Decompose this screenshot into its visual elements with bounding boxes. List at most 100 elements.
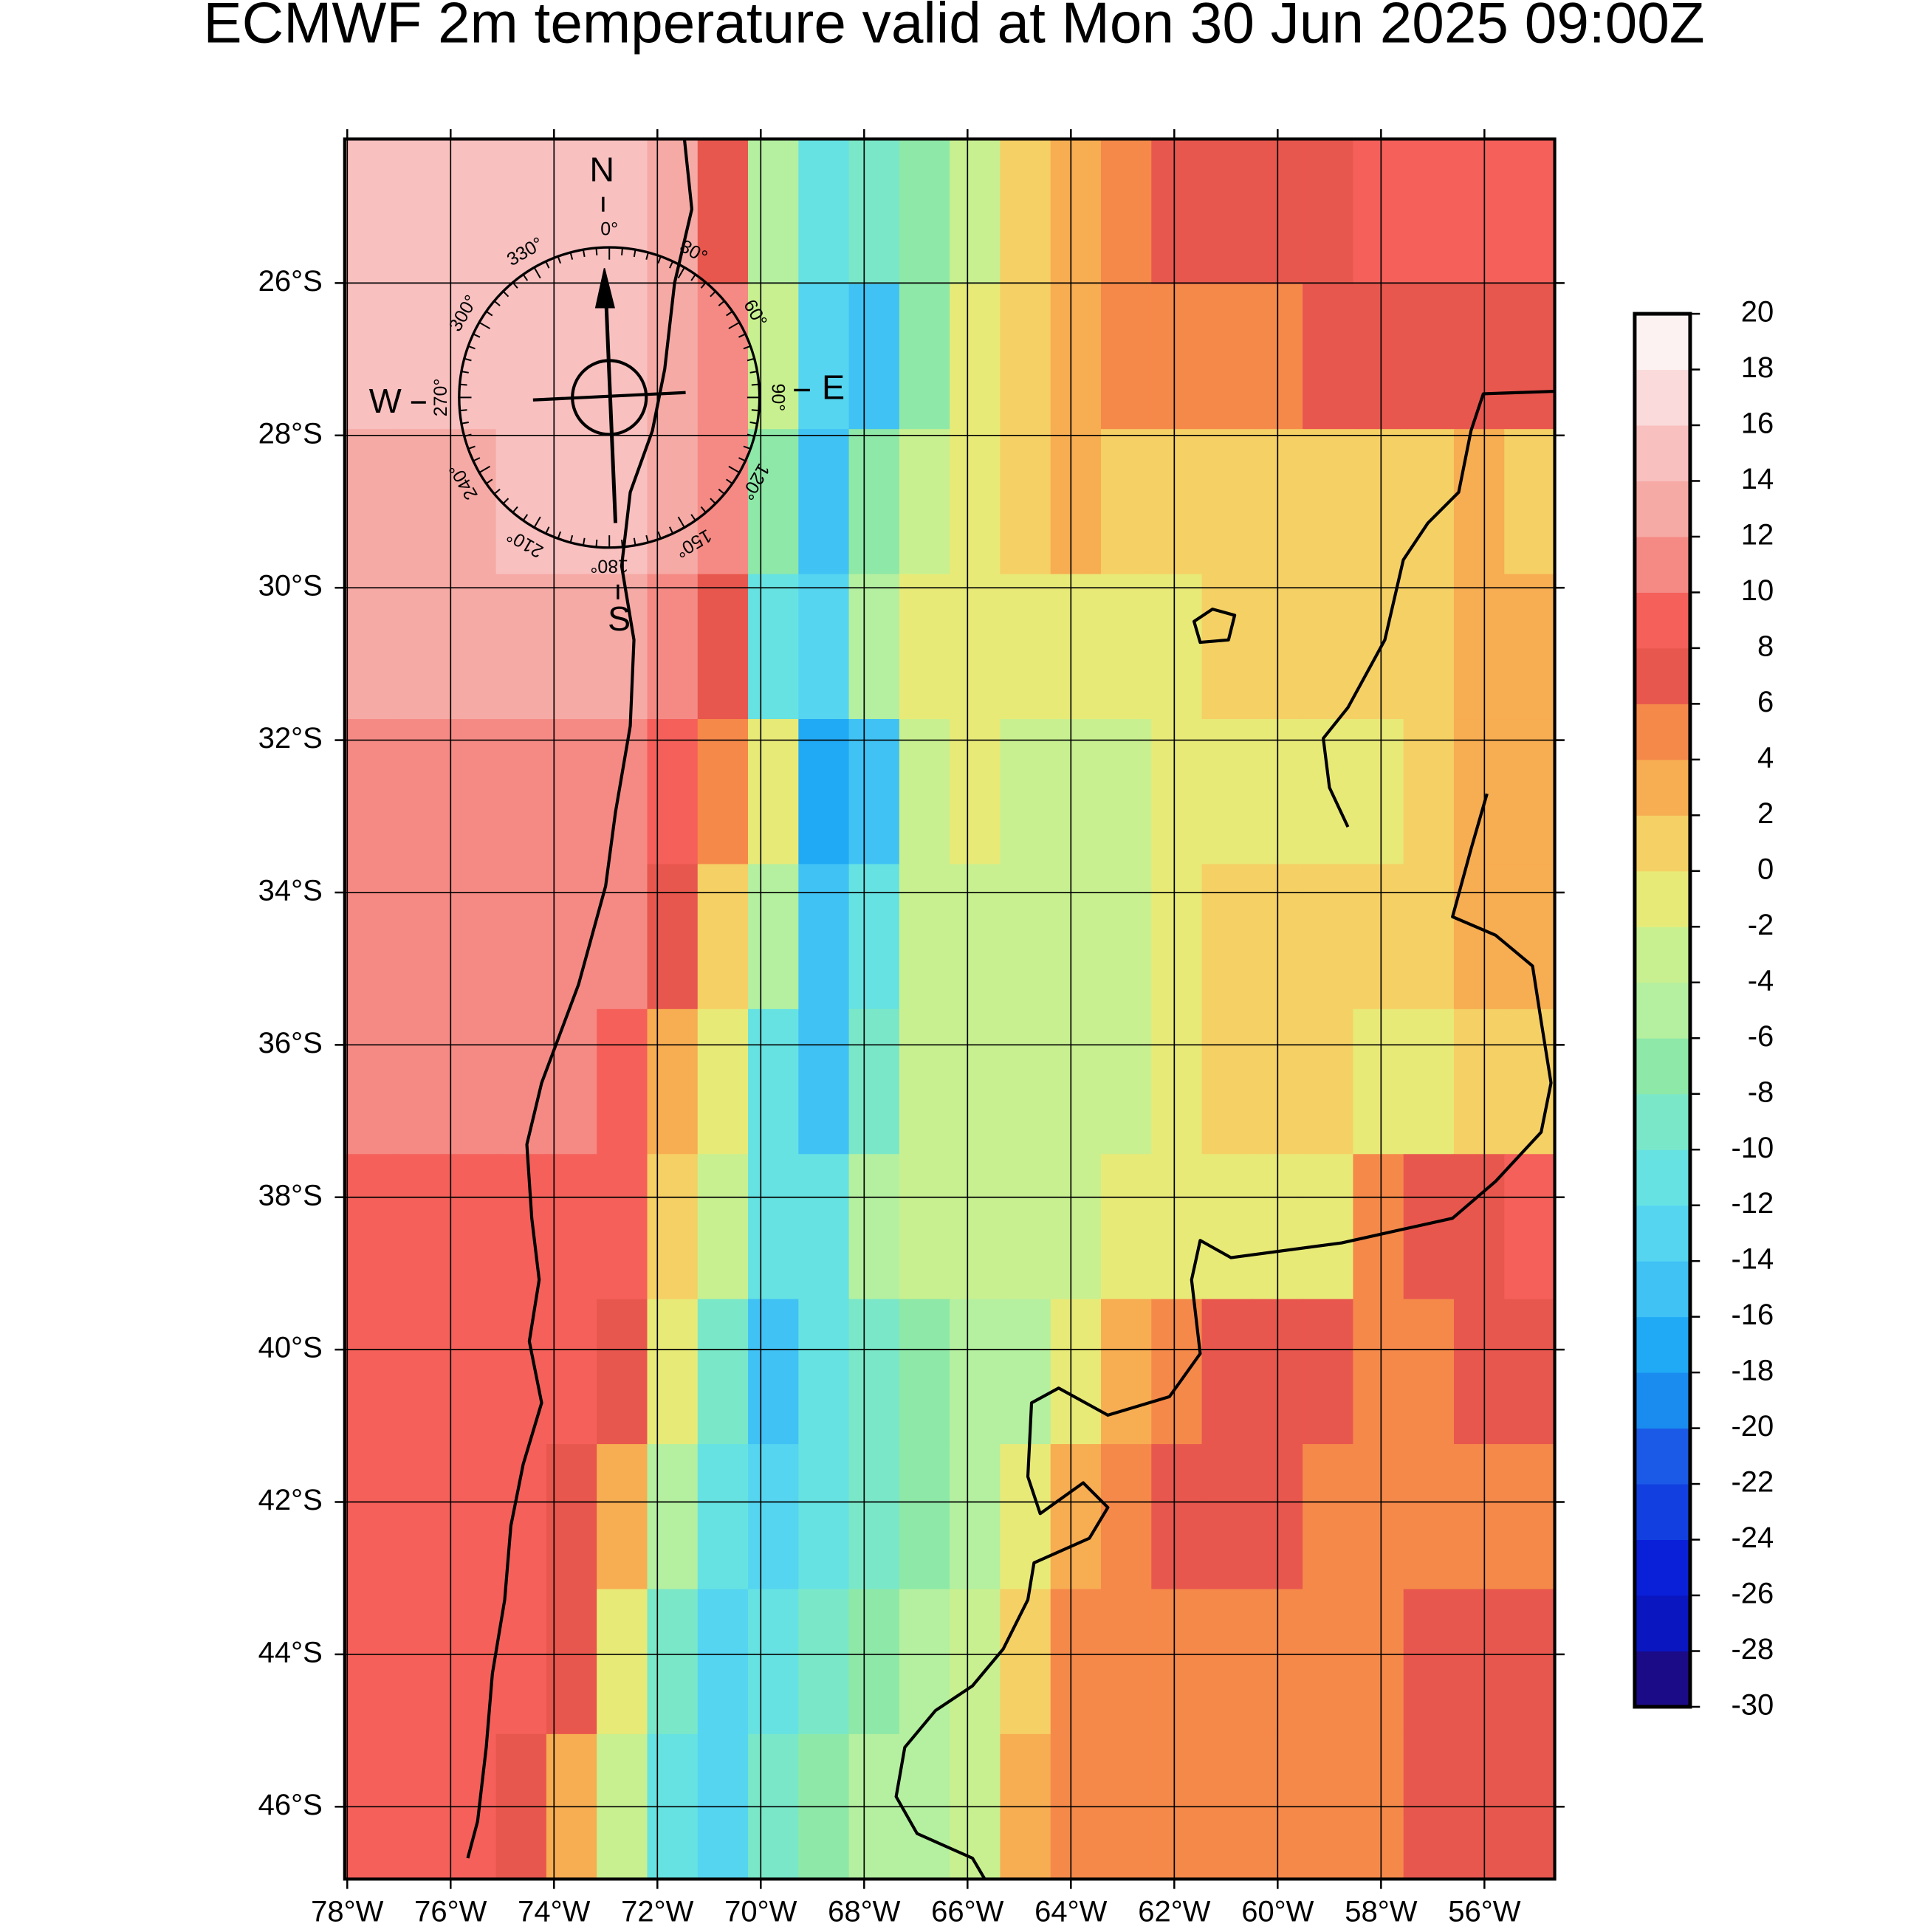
temperature-cell — [798, 1154, 850, 1300]
temperature-cell — [1000, 864, 1051, 1010]
compass-tick — [533, 267, 541, 279]
temperature-cell — [546, 864, 598, 1010]
temperature-cell — [1050, 719, 1102, 865]
y-tick-label: 44°S — [258, 1636, 323, 1668]
compass-tick — [657, 531, 662, 539]
temperature-cell — [1151, 1299, 1203, 1445]
colorbar-swatch — [1634, 815, 1690, 872]
temperature-cell — [748, 1299, 800, 1445]
colorbar-swatch — [1634, 369, 1690, 426]
temperature-cell — [647, 1008, 699, 1155]
temperature-cell — [1303, 1008, 1354, 1155]
temperature-cell — [1403, 283, 1455, 430]
colorbar-frame — [1633, 312, 1692, 1709]
temperature-cell — [697, 429, 749, 575]
temperature-cell — [1050, 283, 1102, 430]
colorbar-swatch — [1634, 314, 1690, 371]
temperature-cell — [597, 1008, 648, 1155]
temperature-cell — [899, 1444, 951, 1590]
temperature-cell — [950, 1444, 1001, 1590]
temperature-cell — [546, 139, 598, 285]
compass-tick — [633, 249, 636, 258]
colorbar-label: -22 — [1731, 1466, 1774, 1499]
temperature-cell — [798, 719, 850, 865]
temperature-cell — [1453, 1444, 1506, 1590]
x-tick-label: 66°W — [931, 1896, 1003, 1928]
y-tick-label: 38°S — [258, 1179, 323, 1211]
compass-tick — [657, 255, 662, 264]
compass-tick — [502, 498, 509, 504]
temperature-cell — [697, 1444, 749, 1590]
temperature-cell — [1050, 864, 1102, 1010]
x-tick-label: 62°W — [1138, 1896, 1210, 1928]
compass-tick — [669, 526, 674, 534]
colorbar-label: 2 — [1757, 797, 1774, 830]
temperature-cell — [495, 719, 547, 865]
temperature-cell — [1303, 719, 1354, 865]
temperature-cell — [1504, 1154, 1555, 1300]
temperature-cell — [950, 1154, 1001, 1300]
temperature-cell — [697, 1154, 749, 1300]
temperature-cell — [1201, 1008, 1253, 1155]
temperature-cell — [1050, 1444, 1102, 1590]
compass-tick — [595, 539, 598, 548]
colorbar-label: 18 — [1741, 351, 1774, 384]
temperature-cell — [344, 429, 397, 575]
temperature-cell — [1101, 719, 1153, 865]
temperature-cell — [1201, 1444, 1253, 1590]
colorbar-label: -14 — [1731, 1243, 1774, 1276]
compass-tick — [677, 267, 685, 279]
temperature-cell — [848, 139, 900, 285]
temperature-cell — [1201, 864, 1253, 1010]
temperature-cell — [1201, 1154, 1253, 1300]
temperature-cell — [1403, 719, 1455, 865]
colorbar-label: -6 — [1748, 1020, 1774, 1053]
compass-tick — [464, 433, 472, 438]
temperature-cell — [899, 283, 951, 430]
temperature-cell — [647, 574, 699, 721]
colorbar-label: 10 — [1741, 574, 1774, 607]
compass-tick — [557, 531, 562, 539]
temperature-cell — [1353, 429, 1404, 575]
temperature-cell — [748, 283, 800, 430]
axes: 78°W 76°W 74°W 72°W 70°W 68°W 66°W 64°W 62°W 60°W… — [258, 129, 1565, 1928]
y-tick-label: 46°S — [258, 1789, 323, 1821]
compass-tick — [690, 274, 696, 281]
temperature-cell — [697, 283, 749, 430]
x-tick-label: 58°W — [1345, 1896, 1417, 1928]
temperature-cell — [546, 429, 598, 575]
temperature-cell — [1201, 1589, 1253, 1735]
compass-tick — [726, 478, 733, 484]
temperature-cell — [1403, 1008, 1455, 1155]
temperature-cell — [1101, 864, 1153, 1010]
temperature-cell — [1403, 429, 1455, 575]
temperature-cell — [798, 429, 850, 575]
x-tick-label: 78°W — [311, 1896, 383, 1928]
compass-rose — [411, 196, 810, 599]
temperature-cell — [1453, 139, 1506, 285]
temperature-cell — [395, 719, 447, 865]
temperature-cell — [1403, 139, 1455, 285]
temperature-cell — [647, 864, 699, 1010]
temperature-cell — [848, 864, 900, 1010]
temperature-cell — [1403, 1589, 1455, 1735]
temperature-cell — [1453, 429, 1506, 575]
compass-west: W — [369, 382, 402, 420]
temperature-cell — [1504, 429, 1555, 575]
temperature-cell — [848, 1008, 900, 1155]
temperature-cell — [1353, 1154, 1404, 1300]
temperature-cell — [647, 719, 699, 865]
colorbar-swatch — [1634, 1038, 1690, 1095]
temperature-cell — [344, 719, 397, 865]
temperature-cell — [1504, 1589, 1555, 1735]
temperature-cell — [495, 864, 547, 1010]
temperature-cell — [495, 574, 547, 721]
temperature-cell — [1101, 1008, 1153, 1155]
colorbar: -30-28-26-24-22-20-18-16-14-12-10-8-6-4-… — [1633, 296, 1774, 1722]
temperature-cell — [395, 283, 447, 430]
temperature-cell — [1504, 139, 1555, 285]
y-tick-label: 42°S — [258, 1484, 323, 1516]
temperature-cell — [546, 1299, 598, 1445]
compass-tick — [749, 421, 758, 424]
colorbar-swatch — [1634, 927, 1690, 983]
